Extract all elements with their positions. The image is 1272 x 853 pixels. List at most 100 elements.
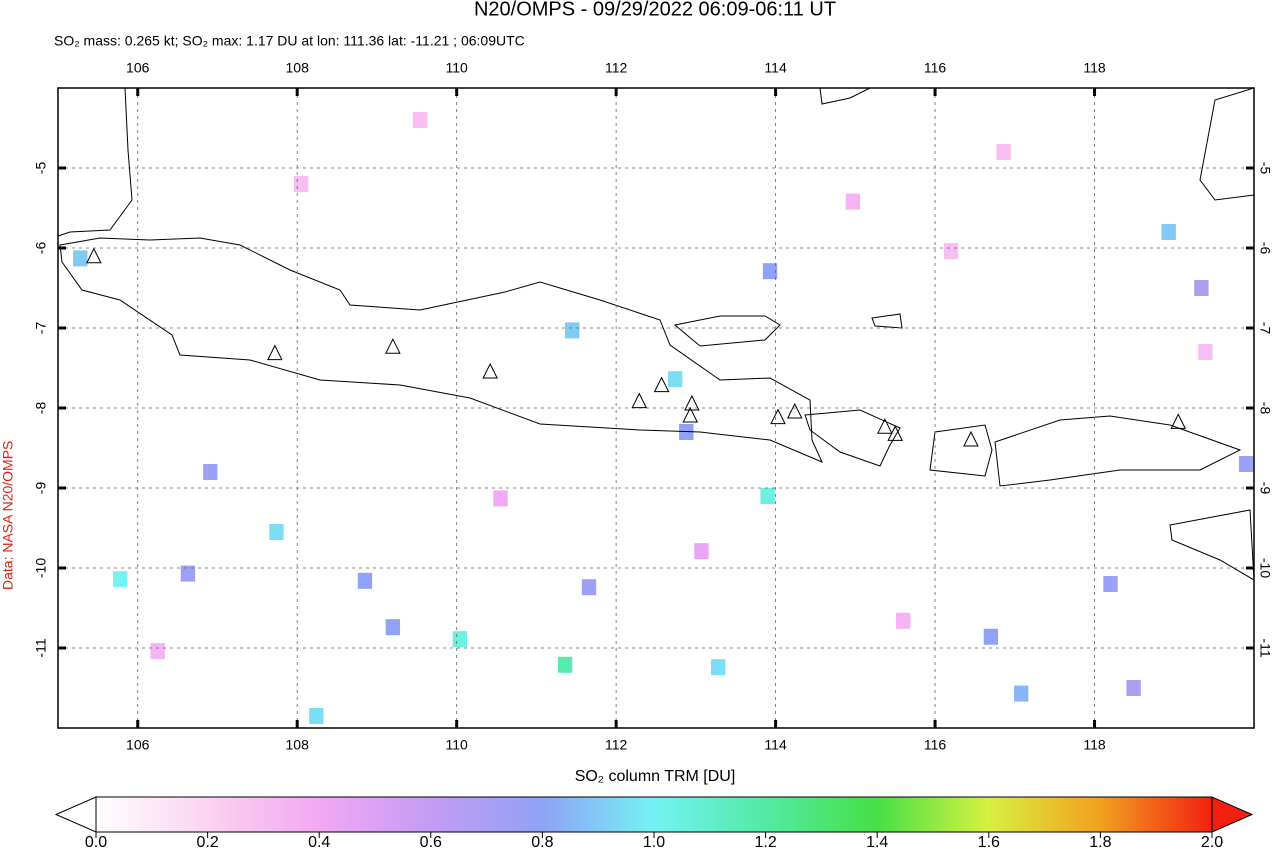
coast-lombok — [929, 424, 993, 477]
coast-borneo — [819, 88, 871, 105]
coast-kalimantan-east — [1199, 88, 1254, 201]
x-tick-label: 112 — [605, 737, 628, 753]
volcano — [631, 392, 648, 409]
colorbar-tick-label: 1.2 — [754, 834, 776, 851]
volcano — [482, 362, 498, 379]
so2-pixel — [711, 659, 726, 676]
x-tick-label: 116 — [924, 737, 947, 753]
so2-pixel — [357, 572, 373, 589]
so2-pixel — [762, 263, 778, 280]
coast-sumatra — [58, 88, 133, 237]
x-tick-label: 106 — [126, 737, 150, 753]
x-tick-label: 106 — [126, 60, 150, 76]
y-tick-label: -11 — [33, 638, 49, 657]
x-tick-label: 108 — [286, 60, 310, 76]
so2-pixel — [581, 579, 597, 596]
so2-pixel — [385, 619, 401, 636]
so2-pixel — [1238, 456, 1254, 472]
so2-pixel — [452, 631, 468, 648]
so2-pixel — [294, 176, 309, 192]
y-tick-label: -8 — [33, 402, 49, 415]
map-frame — [57, 87, 1255, 729]
y-tick-label: -8 — [1257, 402, 1272, 415]
volcano — [1170, 413, 1187, 429]
side-label: Data: NASA N20/OMPS — [0, 441, 16, 590]
coastlines — [58, 88, 1254, 581]
so2-pixel — [73, 250, 88, 267]
y-tick-label: -7 — [33, 322, 49, 335]
coast-kangean — [871, 313, 903, 329]
y-tick-label: -7 — [1257, 322, 1272, 335]
so2-pixel — [760, 488, 775, 504]
x-tick-label: 114 — [764, 60, 787, 76]
colorbar-tick-label: 1.4 — [866, 834, 888, 851]
so2-pixel — [1161, 224, 1176, 240]
so2-pixel — [150, 643, 165, 660]
y-tick-label: -9 — [1257, 482, 1272, 495]
coast-java — [59, 237, 823, 463]
volcano — [682, 406, 699, 423]
pixel-layer — [73, 112, 1254, 724]
coast-sumbawa — [994, 415, 1242, 487]
colorbar-tick-label: 0.6 — [420, 834, 442, 851]
y-tick-label: -5 — [1257, 162, 1272, 175]
so2-pixel — [694, 543, 709, 560]
colorbar-tick-label: 2.0 — [1201, 834, 1223, 851]
volcano — [385, 338, 401, 354]
colorbar-tick-label: 1.8 — [1089, 834, 1111, 851]
volcano — [770, 408, 786, 425]
so2-pixel — [895, 612, 911, 629]
so2-pixel — [1194, 280, 1209, 296]
y-tick-label: -6 — [1257, 242, 1272, 255]
colorbar-label: SO₂ column TRM [DU] — [575, 768, 736, 785]
coast-bali — [804, 409, 901, 467]
x-tick-label: 114 — [764, 737, 787, 753]
coast-madura — [673, 315, 781, 347]
so2-pixel — [1198, 344, 1213, 360]
y-tick-label: -11 — [1257, 638, 1272, 657]
volcano — [267, 344, 283, 361]
volcano — [786, 402, 803, 419]
so2-pixel — [203, 464, 218, 480]
colorbar-tick-label: 0.4 — [308, 834, 330, 851]
volcano — [877, 418, 893, 434]
chart-title: N20/OMPS - 09/29/2022 06:09-06:11 UT — [474, 0, 836, 20]
volcano — [963, 430, 979, 447]
x-tick-label: 116 — [924, 60, 947, 76]
so2-pixel — [565, 322, 580, 339]
colorbar-tick-label: 0.8 — [531, 834, 553, 851]
so2-pixel — [1126, 680, 1141, 696]
x-tick-label: 110 — [446, 737, 469, 753]
so2-pixel — [1103, 576, 1118, 592]
so2-pixel — [667, 371, 683, 388]
colorbar-tick-label: 1.0 — [643, 834, 665, 851]
so2-pixel — [1014, 685, 1029, 702]
y-tick-label: -10 — [1257, 558, 1272, 578]
colorbar-tick-label: 1.6 — [978, 834, 1000, 851]
so2-pixel — [493, 490, 508, 507]
volcano — [684, 394, 700, 411]
so2-pixel — [113, 571, 128, 588]
y-tick-label: -9 — [33, 482, 49, 495]
y-tick-label: -5 — [33, 162, 49, 175]
x-tick-label: 112 — [605, 60, 628, 76]
colorbar-tick-label: 0.0 — [85, 834, 107, 851]
colorbar-under-arrow — [54, 796, 97, 833]
so2-pixel — [943, 243, 959, 260]
volcano — [86, 247, 102, 264]
so2-pixel — [269, 524, 284, 540]
volcano-layer — [86, 247, 1187, 447]
colorbar — [95, 796, 1213, 833]
so2-pixel — [557, 656, 573, 673]
colorbar-over-arrow — [1211, 796, 1254, 833]
grid-layer — [58, 88, 1254, 728]
so2-pixel — [983, 628, 999, 645]
coast-sumba — [1169, 509, 1254, 581]
so2-pixel — [309, 708, 324, 724]
so2-pixel — [996, 144, 1011, 160]
x-tick-label: 110 — [446, 60, 469, 76]
y-tick-label: -6 — [33, 242, 49, 255]
so2-pixel — [845, 193, 861, 210]
volcano — [653, 376, 670, 393]
